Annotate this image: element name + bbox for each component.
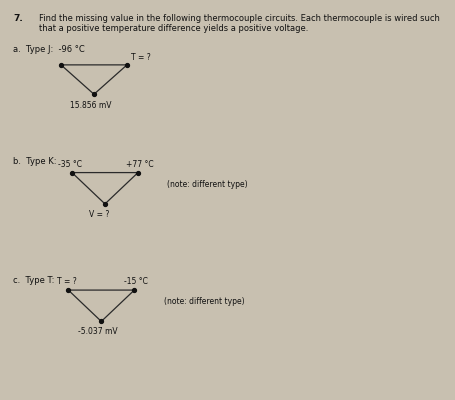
Text: T = ?: T = ? bbox=[131, 53, 150, 62]
Text: Find the missing value in the following thermocouple circuits. Each thermocouple: Find the missing value in the following … bbox=[39, 14, 439, 33]
Text: (note: different type): (note: different type) bbox=[163, 297, 244, 306]
Text: V = ?: V = ? bbox=[89, 210, 110, 219]
Text: +77 °C: +77 °C bbox=[126, 160, 153, 169]
Text: 15.856 mV: 15.856 mV bbox=[70, 101, 111, 110]
Text: c.  Type T:: c. Type T: bbox=[13, 276, 55, 285]
Text: a.  Type J:  -96 °C: a. Type J: -96 °C bbox=[13, 45, 85, 54]
Text: -35 °C: -35 °C bbox=[58, 160, 82, 169]
Text: 7.: 7. bbox=[13, 14, 23, 23]
Text: -15 °C: -15 °C bbox=[124, 277, 148, 286]
Text: -5.037 mV: -5.037 mV bbox=[78, 327, 117, 336]
Text: (note: different type): (note: different type) bbox=[167, 180, 248, 189]
Text: b.  Type K:: b. Type K: bbox=[13, 157, 57, 166]
Text: T = ?: T = ? bbox=[56, 277, 76, 286]
